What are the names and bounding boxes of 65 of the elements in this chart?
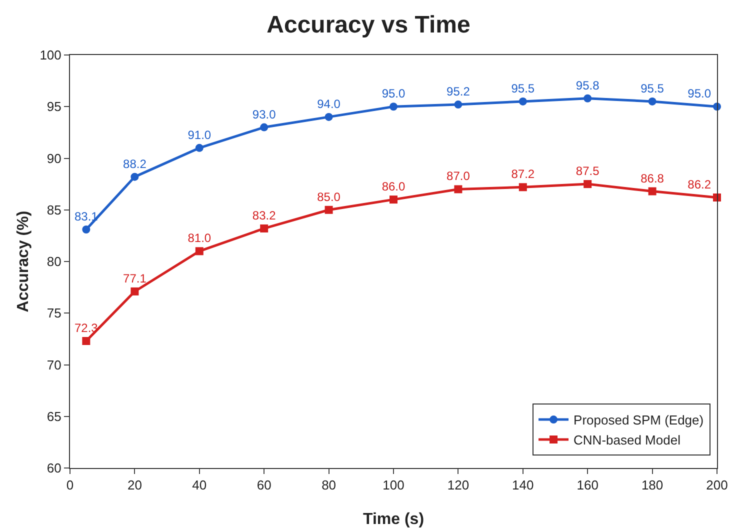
point (195, 247, 204, 256)
y-tick-label: 85 (46, 202, 62, 218)
data-label: 94.0 (317, 96, 341, 111)
point (260, 224, 268, 232)
point (454, 100, 462, 109)
x-tick-label: 100 (382, 478, 404, 493)
data-label: 95.0 (688, 86, 712, 101)
x-tick-label: 200 (706, 478, 728, 493)
data-label: 93.0 (252, 107, 276, 122)
y-tick-label: 65 (46, 408, 62, 424)
point (518, 183, 527, 192)
point (130, 172, 139, 181)
data-label: 77.1 (123, 271, 147, 286)
x-tick-label: 0 (66, 478, 74, 493)
data-label: 95.5 (511, 81, 535, 96)
legend-label: Proposed SPM (Edge) (574, 412, 704, 428)
point (648, 187, 656, 196)
y-tick-label: 60 (46, 460, 62, 476)
y-tick-label: 70 (46, 357, 62, 372)
y-tick-label: 100 (40, 48, 62, 63)
data-label: 87.0 (446, 169, 470, 184)
y-tick-label: 95 (46, 99, 62, 114)
x-tick-label: 180 (641, 478, 664, 493)
data-label: 88.2 (123, 156, 147, 171)
point (324, 206, 333, 214)
data-label: 95.0 (382, 86, 406, 101)
point (518, 97, 527, 106)
x-tick-label: 140 (512, 478, 534, 493)
point (390, 196, 398, 204)
data-label: 95.8 (576, 78, 600, 92)
data-label: 95.2 (446, 84, 470, 99)
x-axis-title: Time (s) (362, 511, 424, 528)
data-label: 86.0 (382, 180, 406, 194)
y-tick-label: 80 (46, 254, 62, 270)
x-tick-label: 80 (322, 478, 336, 493)
point (454, 185, 462, 194)
point (195, 144, 204, 152)
data-label: 85.0 (317, 190, 341, 204)
x-tick-label: 60 (256, 478, 272, 493)
data-label: 95.5 (640, 81, 664, 96)
point (82, 337, 90, 345)
legend-label: CNN-based Model (574, 432, 681, 448)
data-label: 81.0 (188, 231, 212, 246)
point (584, 180, 592, 188)
x-tick-label: 40 (192, 478, 207, 493)
y-tick-label: 75 (46, 306, 62, 321)
point (584, 94, 592, 102)
point (324, 112, 333, 121)
point (648, 97, 656, 106)
chart-title: Accuracy vs Time (266, 12, 470, 39)
point (390, 102, 398, 111)
y-tick-label: 90 (46, 150, 62, 166)
data-label: 87.2 (511, 167, 535, 182)
point (82, 225, 90, 234)
y-axis-title: Accuracy (%) (15, 210, 32, 312)
data-label: 86.8 (640, 171, 664, 186)
point (260, 123, 268, 132)
x-tick-label: 120 (447, 478, 470, 493)
data-label: 87.5 (576, 164, 600, 178)
x-tick-label: 160 (576, 478, 598, 493)
data-label: 83.2 (252, 208, 276, 222)
point (130, 287, 139, 296)
x-tick-label: 20 (127, 478, 142, 493)
data-label: 86.2 (688, 177, 712, 192)
data-label: 91.0 (188, 128, 212, 142)
